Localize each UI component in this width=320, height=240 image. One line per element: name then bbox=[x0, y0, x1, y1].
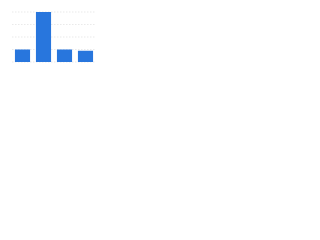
bar bbox=[77, 50, 94, 62]
bar bbox=[35, 12, 52, 62]
chart bbox=[12, 11, 96, 63]
page: (() => { const data = JSON.parse(documen… bbox=[0, 0, 100, 71]
bar bbox=[56, 49, 73, 62]
bar bbox=[14, 49, 31, 62]
